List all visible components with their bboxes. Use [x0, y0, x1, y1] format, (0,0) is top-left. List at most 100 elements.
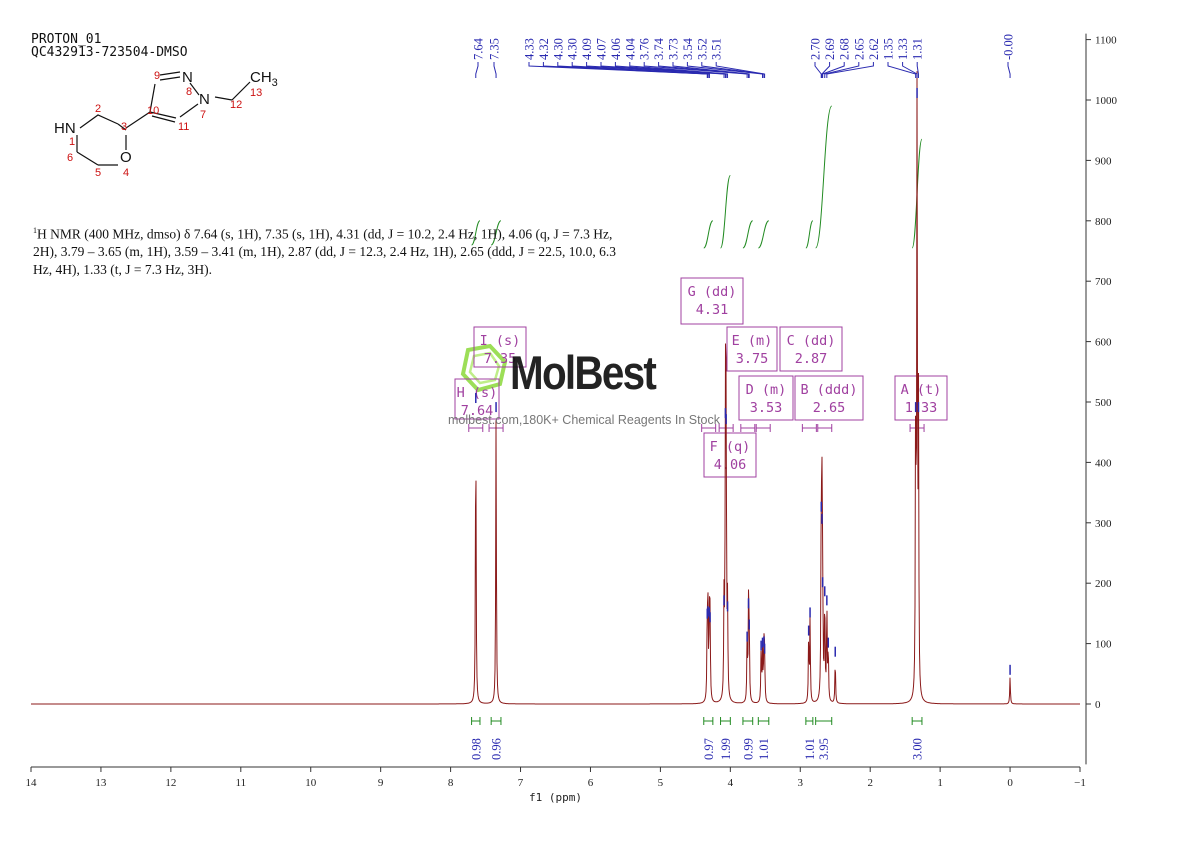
peak-leader-line	[701, 62, 765, 78]
peak-shift-label: 7.64	[472, 37, 486, 60]
y-tick-label: 300	[1095, 518, 1112, 530]
peak-leader-line	[826, 62, 874, 78]
peak-shift-label: 4.30	[551, 38, 565, 60]
y-tick-label: 700	[1095, 276, 1112, 288]
y-tick-label: 400	[1095, 457, 1112, 469]
peak-shift-label: 2.68	[838, 38, 852, 60]
peak-shift-label: 2.65	[852, 38, 866, 60]
multiplet-label: D (m)	[746, 382, 787, 398]
integral-value: 1.99	[719, 738, 733, 760]
integral-curve	[720, 175, 731, 249]
integral-value: 0.98	[469, 738, 483, 760]
peak-leader-line	[643, 62, 748, 78]
x-tick-label: 6	[588, 777, 594, 789]
peak-shift-label: 4.09	[580, 38, 594, 60]
y-tick-label: 900	[1095, 155, 1112, 167]
peak-leader-line	[686, 62, 764, 78]
peak-leader-line	[571, 62, 710, 78]
watermark-tagline: molbest.com,180K+ Chemical Reagents In S…	[448, 413, 721, 427]
peak-shift-label: 3.54	[681, 37, 695, 60]
experiment-name: PROTON_01	[31, 32, 102, 47]
molecule-structure: HN O N N CH3 2 1 6 3 5 4 9 10 11 8 7 12 …	[54, 69, 278, 179]
peak-leader-line	[821, 62, 831, 78]
multiplet-label: F (q)	[710, 439, 751, 455]
integral-value: 1.01	[757, 738, 771, 760]
multiplet-shift: 4.06	[714, 457, 747, 473]
peak-shift-label: 7.35	[488, 38, 502, 60]
y-tick-label: 1000	[1095, 95, 1118, 107]
x-tick-label: 5	[658, 777, 664, 789]
multiplet-label: I (s)	[480, 333, 521, 349]
atom-number: 8	[186, 86, 192, 98]
peak-leader-line	[629, 62, 729, 78]
multiplet-shift: 7.64	[461, 403, 494, 419]
multiplet-shift: 4.31	[696, 302, 729, 318]
multiplet-box	[779, 326, 843, 372]
x-tick-label: 13	[95, 777, 107, 789]
peak-shift-label: 4.33	[523, 38, 537, 60]
integral-value: 0.99	[741, 738, 755, 760]
peak-shift-label: -0.00	[1002, 34, 1016, 60]
integral-curve	[742, 220, 754, 249]
peak-shift-label: 4.07	[595, 38, 609, 60]
peak-shift-label: 2.69	[823, 38, 837, 60]
integral-curve	[815, 105, 833, 249]
atom-number: 1	[69, 136, 75, 148]
x-tick-label: 8	[448, 777, 454, 789]
multiplet-shift: 7.35	[484, 351, 517, 367]
sample-id: QC432913-723504-DMSO	[31, 45, 188, 60]
x-tick-label: 14	[26, 777, 38, 789]
peak-leader-line	[916, 62, 919, 78]
multiplet-box	[894, 375, 948, 421]
atom-number: 13	[250, 87, 262, 99]
peak-leader-line	[614, 62, 727, 78]
integral-curve	[805, 220, 814, 249]
peak-shift-label: 2.62	[867, 38, 881, 60]
peak-shift-label: 1.31	[911, 38, 925, 60]
atom-number: 2	[95, 103, 101, 115]
peak-leader-line	[475, 62, 479, 78]
y-tick-label: 100	[1095, 639, 1112, 651]
x-tick-label: 11	[236, 777, 247, 789]
multiplet-shift: 1.33	[905, 400, 938, 416]
integral-curve	[490, 220, 502, 246]
peak-leader-line	[887, 62, 917, 78]
x-tick-label: 10	[305, 777, 317, 789]
y-tick-label: 0	[1095, 699, 1101, 711]
multiplet-shift: 3.75	[736, 351, 769, 367]
integral-curve	[703, 220, 714, 249]
peak-leader-line	[814, 62, 822, 78]
x-tick-label: 4	[728, 777, 734, 789]
peak-leader-line	[658, 62, 750, 78]
integral-value: 0.96	[490, 738, 504, 760]
multiplet-label: H (s)	[457, 385, 498, 401]
peak-leader-line	[715, 62, 766, 78]
y-tick-label: 500	[1095, 397, 1112, 409]
atom-o: O	[120, 149, 132, 166]
atom-number: 5	[95, 167, 101, 179]
atom-number: 6	[67, 152, 73, 164]
peak-leader-line	[902, 62, 918, 78]
x-tick-label: −1	[1074, 777, 1086, 789]
peak-leader-line	[600, 62, 726, 78]
atom-number: 3	[121, 121, 127, 133]
multiplet-box	[726, 326, 778, 372]
integral-curve	[758, 220, 770, 249]
y-tick-label: 600	[1095, 337, 1112, 349]
multiplet-shift: 3.53	[750, 400, 783, 416]
peak-leader-line	[822, 62, 845, 78]
atom-number: 11	[178, 121, 189, 133]
peak-shift-label: 1.35	[882, 38, 896, 60]
peak-shift-label: 3.76	[638, 38, 652, 60]
x-tick-label: 7	[518, 777, 524, 789]
atom-number: 4	[123, 167, 129, 179]
peak-shift-label: 4.32	[537, 38, 551, 60]
x-axis-label: f1 (ppm)	[529, 791, 582, 804]
y-tick-label: 1100	[1095, 35, 1117, 47]
x-tick-label: 3	[798, 777, 804, 789]
atom-ch3: CH3	[250, 69, 278, 89]
peak-leader-line	[672, 62, 750, 78]
multiplet-shift: 2.87	[795, 351, 828, 367]
multiplet-box	[794, 375, 864, 421]
